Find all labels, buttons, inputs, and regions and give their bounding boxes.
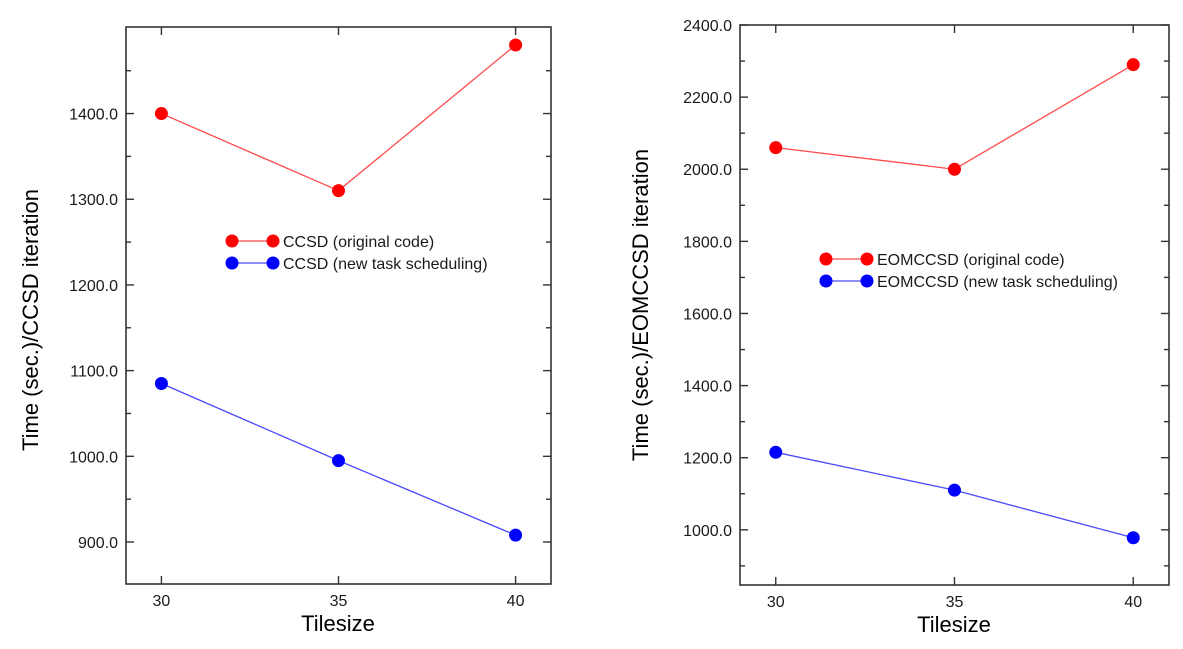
legend-marker: [266, 256, 280, 270]
plot-frame: [739, 24, 1170, 586]
legend-marker: [819, 252, 833, 266]
legend-label: CCSD (original code): [283, 234, 434, 251]
y-tick-label: 2400.0: [683, 18, 732, 35]
y-tick-label: 1200.0: [683, 451, 732, 468]
data-point: [332, 454, 345, 468]
legend-marker: [819, 274, 833, 288]
y-tick-label: 1600.0: [683, 306, 732, 323]
legend-label: EOMCCSD (new task scheduling): [877, 274, 1118, 291]
legend-entry: EOMCCSD (original code): [819, 252, 1065, 269]
legend-marker: [266, 234, 280, 248]
y-tick-label: 1400.0: [69, 107, 118, 124]
data-point: [154, 376, 168, 390]
legend-entry: CCSD (new task scheduling): [225, 256, 488, 273]
x-tick-label: 30: [153, 593, 171, 610]
series-points: [154, 38, 523, 542]
x-tick-label: 35: [946, 594, 964, 611]
x-axis-title: Tilesize: [917, 612, 991, 637]
ccsd-chart-panel: 900.0 1000.0 1100.0 1200.0 1300.0 1400.0 30 35…: [18, 26, 552, 636]
series-line-0: [775, 64, 1134, 170]
y-axis-ticks: 900.0 1000.0 1100.0 1200.0 1300.0 1400.0: [69, 70, 551, 552]
x-tick-label: 40: [507, 593, 525, 610]
data-point: [769, 141, 783, 155]
y-tick-label: 1400.0: [683, 379, 732, 396]
legend-marker: [860, 252, 874, 266]
x-axis-ticks: 30 35 40: [767, 25, 1142, 611]
y-tick-label: 1100.0: [70, 364, 118, 381]
y-tick-label: 1000.0: [683, 523, 732, 540]
y-axis-ticks: 1000.0 1200.0 1400.0 1600.0 1800.0 2000.0 2200…: [683, 18, 1169, 567]
x-tick-label: 40: [1124, 594, 1142, 611]
y-tick-label: 900.0: [78, 535, 118, 552]
series-lines: [775, 64, 1134, 539]
legend: EOMCCSD (original code) EOMCCSD (new task…: [819, 252, 1118, 291]
legend: CCSD (original code) CCSD (new task sched…: [225, 234, 488, 273]
plot-frame: [125, 26, 552, 585]
legend-label: EOMCCSD (original code): [877, 252, 1065, 269]
x-tick-label: 35: [330, 593, 348, 610]
data-point: [1126, 531, 1140, 545]
y-tick-label: 2000.0: [683, 162, 732, 179]
data-point: [1126, 58, 1140, 72]
y-axis-title: Time (sec.)/EOMCCSD iteration: [628, 149, 653, 461]
legend-label: CCSD (new task scheduling): [283, 256, 488, 273]
y-tick-label: 1300.0: [69, 192, 118, 209]
legend-entry: CCSD (original code): [225, 234, 434, 251]
eomccsd-chart-panel: 1000.0 1200.0 1400.0 1600.0 1800.0 2000.0 2200…: [628, 18, 1170, 637]
y-tick-label: 1200.0: [69, 278, 118, 295]
data-point: [948, 162, 961, 176]
legend-marker: [225, 256, 239, 270]
y-tick-label: 2200.0: [683, 90, 732, 107]
legend-marker: [225, 234, 239, 248]
legend-entry: EOMCCSD (new task scheduling): [819, 274, 1118, 291]
x-axis-ticks: 30 35 40: [153, 27, 525, 610]
data-point: [332, 184, 345, 198]
data-point: [509, 528, 523, 542]
data-point: [154, 107, 168, 121]
x-axis-title: Tilesize: [301, 611, 375, 636]
data-point: [509, 38, 523, 52]
legend-marker: [860, 274, 874, 288]
series-points: [769, 58, 1140, 545]
y-tick-label: 1800.0: [683, 234, 732, 251]
y-tick-label: 1000.0: [69, 449, 118, 466]
data-point: [769, 445, 783, 459]
x-tick-label: 30: [767, 594, 785, 611]
series-line-0: [161, 44, 516, 192]
y-axis-title: Time (sec.)/CCSD iteration: [18, 189, 43, 451]
data-point: [948, 483, 961, 497]
